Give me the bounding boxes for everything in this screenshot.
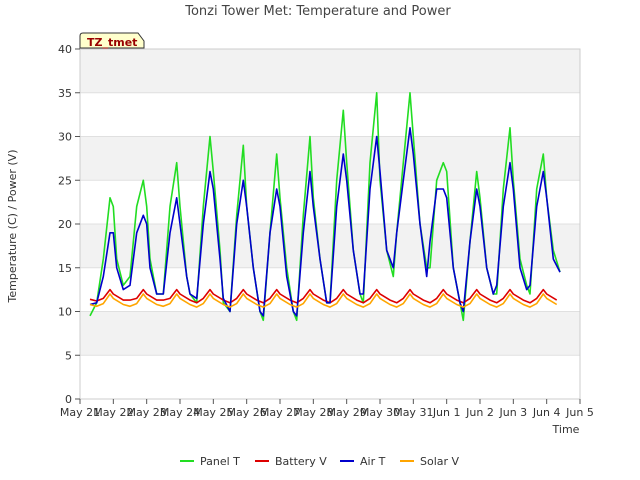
x-tick-label: May 22 xyxy=(93,406,133,419)
y-tick-label: 0 xyxy=(65,393,72,406)
series-lines xyxy=(89,92,561,322)
x-tick-label: May 23 xyxy=(127,406,167,419)
x-tick-label: May 26 xyxy=(227,406,267,419)
y-axis-label: Temperature (C) / Power (V) xyxy=(6,149,19,303)
y-tick-label: 20 xyxy=(58,218,72,231)
x-tick-label: May 29 xyxy=(327,406,367,419)
series-line-solar-v xyxy=(89,293,558,308)
x-tick-label: Jun 5 xyxy=(565,406,594,419)
grid-band xyxy=(80,311,580,356)
x-tick-label: May 31 xyxy=(393,406,433,419)
y-tick-label: 35 xyxy=(58,87,72,100)
y-tick-label: 30 xyxy=(58,131,72,144)
x-tick-label: May 30 xyxy=(360,406,400,419)
grid-band xyxy=(80,49,580,93)
legend-label-solar-v: Solar V xyxy=(420,455,460,468)
site-tag-label: TZ_tmet xyxy=(87,36,137,49)
legend-label-air-t: Air T xyxy=(360,455,386,468)
series-line-air-t xyxy=(89,127,561,317)
legend-label-panel-t: Panel T xyxy=(200,455,240,468)
series-line-battery-v xyxy=(89,288,558,304)
x-tick-label: May 21 xyxy=(60,406,100,419)
grid-band xyxy=(80,136,580,181)
chart-title: Tonzi Tower Met: Temperature and Power xyxy=(184,4,451,19)
y-axis: 0 5 10 15 20 25 30 35 40 xyxy=(58,43,80,406)
y-tick-label: 40 xyxy=(58,43,72,56)
x-tick-label: May 28 xyxy=(293,406,333,419)
site-tag: TZ_tmet xyxy=(79,32,145,49)
y-tick-label: 10 xyxy=(58,306,72,319)
x-tick-label: Jun 3 xyxy=(498,406,527,419)
y-tick-label: 5 xyxy=(65,349,72,362)
grid-band xyxy=(80,224,580,268)
x-tick-label: Jun 4 xyxy=(532,406,561,419)
y-tick-label: 15 xyxy=(58,262,72,275)
x-tick-label: May 24 xyxy=(160,406,200,419)
x-tick-label: Jun 2 xyxy=(465,406,494,419)
x-tick-label: Jun 1 xyxy=(432,406,461,419)
x-tick-label: May 27 xyxy=(260,406,300,419)
legend: Panel T Battery V Air T Solar V xyxy=(180,455,460,468)
x-tick-label: May 25 xyxy=(193,406,233,419)
y-tick-label: 25 xyxy=(58,174,72,187)
x-axis-label: Time xyxy=(552,423,580,436)
legend-label-battery-v: Battery V xyxy=(275,455,327,468)
